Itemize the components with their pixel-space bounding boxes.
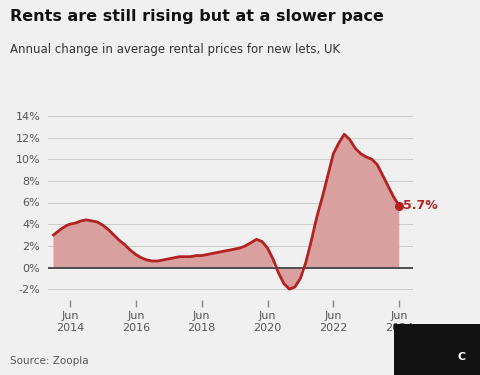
Text: B: B xyxy=(421,352,430,362)
Text: Rents are still rising but at a slower pace: Rents are still rising but at a slower p… xyxy=(10,9,384,24)
Text: Annual change in average rental prices for new lets, UK: Annual change in average rental prices f… xyxy=(10,43,340,56)
Text: B: B xyxy=(440,352,448,362)
Text: C: C xyxy=(458,352,466,362)
Text: Source: Zoopla: Source: Zoopla xyxy=(10,356,88,366)
Text: 5.7%: 5.7% xyxy=(403,199,438,212)
